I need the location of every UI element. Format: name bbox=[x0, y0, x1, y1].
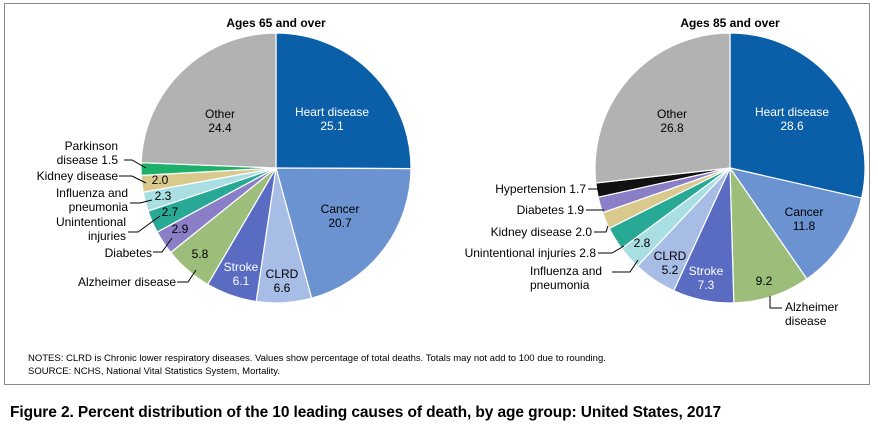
c85-ext-label-diabetes: Diabetes 1.9 bbox=[517, 203, 585, 217]
c65-leader-alzheimer-disease bbox=[177, 269, 197, 283]
c85-leader-alzheimer-disease bbox=[769, 296, 782, 309]
c85-leader-unintentional-injuries bbox=[598, 245, 625, 254]
c85-label-clrd: CLRD 5.2 bbox=[654, 249, 687, 277]
c65-leader-kidney-disease bbox=[119, 175, 147, 184]
figure-notes: NOTES: CLRD is Chronic lower respiratory… bbox=[28, 352, 606, 378]
c65-label-clrd: CLRD 6.6 bbox=[266, 267, 299, 295]
c65-label-kidney-disease: 2.0 bbox=[152, 173, 169, 187]
c85-label-stroke: Stroke 7.3 bbox=[689, 264, 724, 292]
c65-label-diabetes: 2.9 bbox=[172, 222, 189, 236]
c65-ext-label-unintentional-injuries: Unintentional injuries bbox=[56, 215, 126, 243]
c65-ext-label-parkinson-disease: Parkinson disease 1.5 bbox=[57, 139, 119, 167]
c85-chart-title: Ages 85 and over bbox=[680, 16, 780, 30]
notes-text: NOTES: CLRD is Chronic lower respiratory… bbox=[28, 353, 606, 364]
pie-charts: Ages 65 and over Heart disease 25.1 Cancer 2… bbox=[37, 16, 866, 328]
source-text: SOURCE: NCHS, National Vital Statistics … bbox=[28, 366, 280, 377]
c65-ext-label-influenza-and-pneumonia: Influenza and pneumonia bbox=[56, 186, 128, 214]
c85-label-cancer: Cancer 11.8 bbox=[785, 205, 824, 233]
c65-leader-parkinson-disease bbox=[124, 159, 147, 169]
c85-label-alzheimer-disease: 9.2 bbox=[756, 274, 773, 288]
c85-ext-label-unintentional-injuries: Unintentional injuries 2.8 bbox=[465, 246, 597, 260]
c85-label-influenza-and-pneumonia: 2.8 bbox=[634, 236, 651, 250]
c85-label-heart-disease: Heart disease 28.6 bbox=[755, 105, 829, 133]
c65-slice-heart-disease bbox=[275, 32, 412, 170]
c65-label-influenza-and-pneumonia: 2.3 bbox=[155, 189, 172, 203]
c85-leader-kidney-disease bbox=[594, 225, 609, 233]
c85-ext-label-hypertension: Hypertension 1.7 bbox=[495, 182, 586, 196]
c65-slice-cancer bbox=[275, 167, 412, 299]
c65-chart-title: Ages 65 and over bbox=[226, 16, 326, 30]
c85-slice-alzheimer-disease bbox=[729, 165, 808, 304]
c65-label-unintentional-injuries: 2.7 bbox=[162, 205, 179, 219]
c65-slice-other bbox=[140, 32, 277, 169]
c65-ext-label-alzheimer-disease: Alzheimer disease bbox=[78, 275, 176, 289]
c85-label-other: Other 26.8 bbox=[657, 107, 687, 135]
c85-leader-influenza-and-pneumonia bbox=[612, 259, 639, 273]
c65-label-stroke: Stroke 6.1 bbox=[224, 260, 259, 288]
c65-leader-unintentional-injuries bbox=[128, 215, 161, 233]
figure-caption: Figure 2. Percent distribution of the 10… bbox=[10, 404, 722, 421]
c85-slice-cancer bbox=[728, 167, 863, 280]
c65-label-alzheimer-disease: 5.8 bbox=[192, 247, 209, 261]
c65-ext-label-kidney-disease: Kidney disease bbox=[37, 169, 119, 183]
c85-ext-label-alzheimer-disease: Alzheimer disease bbox=[785, 300, 838, 328]
c85-leader-hypertension bbox=[588, 188, 601, 193]
c65-label-other: Other 24.4 bbox=[205, 107, 235, 135]
c85-slice-other bbox=[594, 32, 731, 184]
c65-label-heart-disease: Heart disease 25.1 bbox=[295, 105, 369, 133]
c65-ext-label-diabetes: Diabetes bbox=[105, 246, 152, 260]
c65-leader-diabetes bbox=[153, 237, 173, 253]
c85-slice-heart-disease bbox=[729, 32, 866, 199]
c85-ext-label-kidney-disease: Kidney disease 2.0 bbox=[491, 225, 593, 239]
c65-pie-group: Ages 65 and over Heart disease 25.1 Cancer 2… bbox=[37, 16, 412, 304]
c85-pie-group: Ages 85 and over Heart disease 28.6 Cancer 1… bbox=[465, 16, 866, 328]
c85-ext-label-influenza-and-pneumonia: Influenza and pneumonia bbox=[530, 264, 602, 292]
c65-leader-influenza-and-pneumonia bbox=[130, 199, 153, 204]
c65-label-cancer: Cancer 20.7 bbox=[321, 202, 360, 230]
